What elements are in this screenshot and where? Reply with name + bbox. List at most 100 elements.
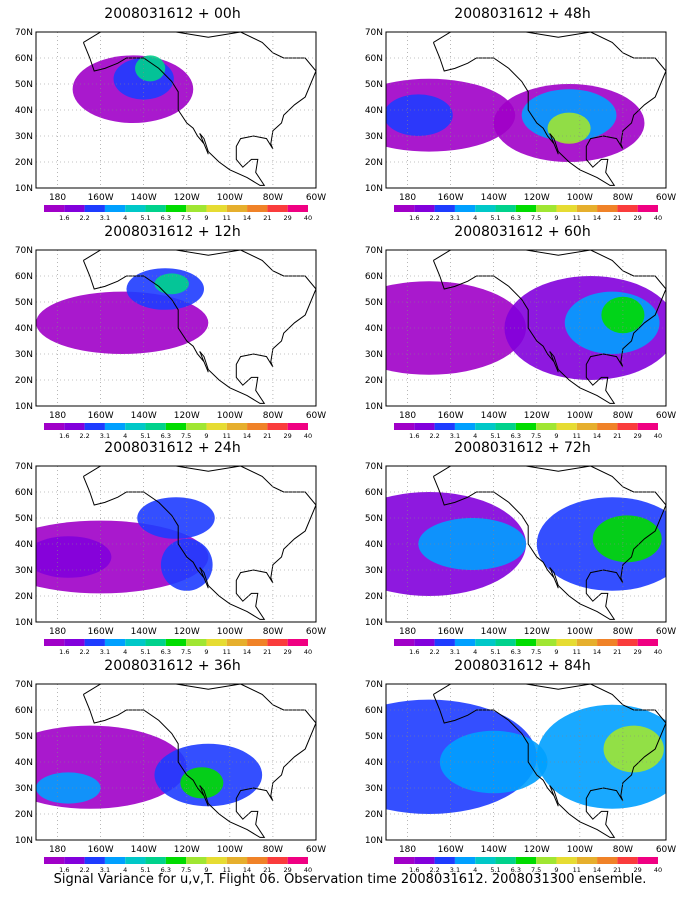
colorbar-swatch: [536, 857, 557, 864]
lon-tick-label: 160W: [88, 627, 114, 637]
lon-tick-label: 100W: [567, 627, 593, 637]
lon-tick-label: 80W: [613, 627, 633, 637]
colorbar-swatch: [247, 205, 268, 212]
lat-tick-label: 70N: [365, 680, 383, 690]
colorbar-swatch: [267, 857, 288, 864]
colorbar-swatch: [414, 857, 435, 864]
lat-tick-label: 20N: [365, 592, 383, 602]
colorbar-label: 29: [634, 648, 642, 654]
colorbar-label: 21: [613, 866, 621, 872]
panel-title: 2008031612 + 12h: [104, 224, 241, 240]
lat-tick-label: 50N: [15, 514, 33, 524]
lon-tick-label: 120W: [524, 845, 550, 855]
lon-tick-label: 80W: [613, 411, 633, 421]
lon-tick-label: 80W: [263, 411, 283, 421]
lat-tick-label: 20N: [365, 158, 383, 168]
colorbar-label: 14: [243, 648, 251, 654]
lat-tick-label: 10N: [365, 836, 383, 846]
lon-tick-label: 140W: [481, 193, 507, 203]
variance-contour: [160, 538, 213, 591]
colorbar-label: 5.1: [490, 432, 500, 438]
colorbar-label: 14: [243, 432, 251, 438]
lon-tick-label: 80W: [263, 627, 283, 637]
lon-tick-label: 160W: [88, 193, 114, 203]
lat-tick-label: 40N: [15, 540, 33, 550]
lon-tick-label: 60W: [656, 845, 676, 855]
lat-tick-label: 50N: [15, 80, 33, 90]
colorbar-label: 3.1: [450, 866, 460, 872]
variance-contour: [418, 518, 526, 570]
colorbar-label: 9: [204, 432, 208, 438]
colorbar-swatch: [414, 639, 435, 646]
coastline: [432, 32, 666, 186]
colorbar-label: 29: [284, 214, 292, 220]
colorbar-swatch: [556, 639, 577, 646]
lon-tick-label: 140W: [131, 845, 157, 855]
colorbar-label: 7.5: [531, 648, 541, 654]
colorbar-label: 40: [654, 432, 662, 438]
lon-tick-label: 120W: [524, 627, 550, 637]
variance-contour: [180, 767, 224, 799]
lat-tick-label: 10N: [15, 402, 33, 412]
colorbar-label: 29: [284, 432, 292, 438]
panel-title: 2008031612 + 84h: [454, 658, 591, 674]
colorbar-swatch: [597, 639, 618, 646]
lat-tick-label: 30N: [15, 350, 33, 360]
lon-tick-label: 180: [49, 411, 66, 421]
colorbar-swatch: [495, 639, 516, 646]
variance-map: 70N 60N 50N 40N 30N 20N 10N 180 160W 140W 120W 100W…: [15, 680, 326, 872]
colorbar-swatch: [104, 639, 126, 646]
colorbar-swatch: [206, 857, 227, 864]
colorbar-swatch: [454, 857, 476, 864]
lat-tick-label: 40N: [15, 106, 33, 116]
colorbar-swatch: [394, 857, 415, 864]
colorbar-label: 5.1: [140, 214, 150, 220]
colorbar-label: 40: [304, 648, 312, 654]
colorbar-swatch: [576, 639, 598, 646]
colorbar-swatch: [145, 205, 166, 212]
colorbar-swatch: [226, 423, 248, 430]
colorbar-label: 1.6: [59, 648, 69, 654]
colorbar-swatch: [247, 857, 268, 864]
colorbar-label: 11: [573, 866, 581, 872]
lat-tick-label: 50N: [365, 732, 383, 742]
colorbar-swatch: [576, 423, 598, 430]
colorbar-swatch: [64, 639, 85, 646]
variance-contour: [603, 725, 664, 773]
colorbar-swatch: [125, 639, 146, 646]
colorbar-label: 14: [593, 866, 601, 872]
coastline: [82, 32, 316, 186]
colorbar-label: 6.3: [511, 432, 521, 438]
colorbar-swatch: [515, 857, 537, 864]
colorbar-label: 21: [263, 866, 271, 872]
lat-tick-label: 60N: [15, 706, 33, 716]
colorbar-label: 11: [223, 648, 231, 654]
panel-title: 2008031612 + 72h: [454, 440, 591, 456]
lon-tick-label: 180: [399, 845, 416, 855]
colorbar-label: 11: [223, 214, 231, 220]
lon-tick-label: 120W: [174, 411, 200, 421]
variance-map: 70N 60N 50N 40N 30N 20N 10N 180 160W 140W 120W 100W…: [15, 28, 326, 220]
lat-tick-label: 40N: [15, 324, 33, 334]
colorbar-label: 11: [573, 648, 581, 654]
colorbar-swatch: [125, 423, 146, 430]
lon-tick-label: 100W: [567, 411, 593, 421]
colorbar-swatch: [454, 205, 476, 212]
colorbar-label: 1.6: [409, 866, 419, 872]
coastline: [82, 466, 316, 620]
forecast-panel: 2008031612 + 00h 70N 60N 50N 40N 30N 20N 10N 180…: [0, 2, 345, 220]
colorbar-label: 9: [554, 214, 558, 220]
lon-tick-label: 100W: [567, 845, 593, 855]
colorbar-swatch: [287, 205, 308, 212]
variance-map: 70N 60N 50N 40N 30N 20N 10N 180 160W 140W 120W 100W…: [15, 246, 326, 438]
colorbar-swatch: [475, 423, 496, 430]
colorbar-swatch: [44, 639, 65, 646]
colorbar-swatch: [186, 857, 207, 864]
colorbar-swatch: [287, 639, 308, 646]
lat-tick-label: 50N: [365, 514, 383, 524]
lat-tick-label: 10N: [15, 184, 33, 194]
colorbar-label: 40: [304, 866, 312, 872]
colorbar-swatch: [165, 423, 187, 430]
lat-tick-label: 50N: [365, 298, 383, 308]
colorbar-label: 5.1: [490, 214, 500, 220]
